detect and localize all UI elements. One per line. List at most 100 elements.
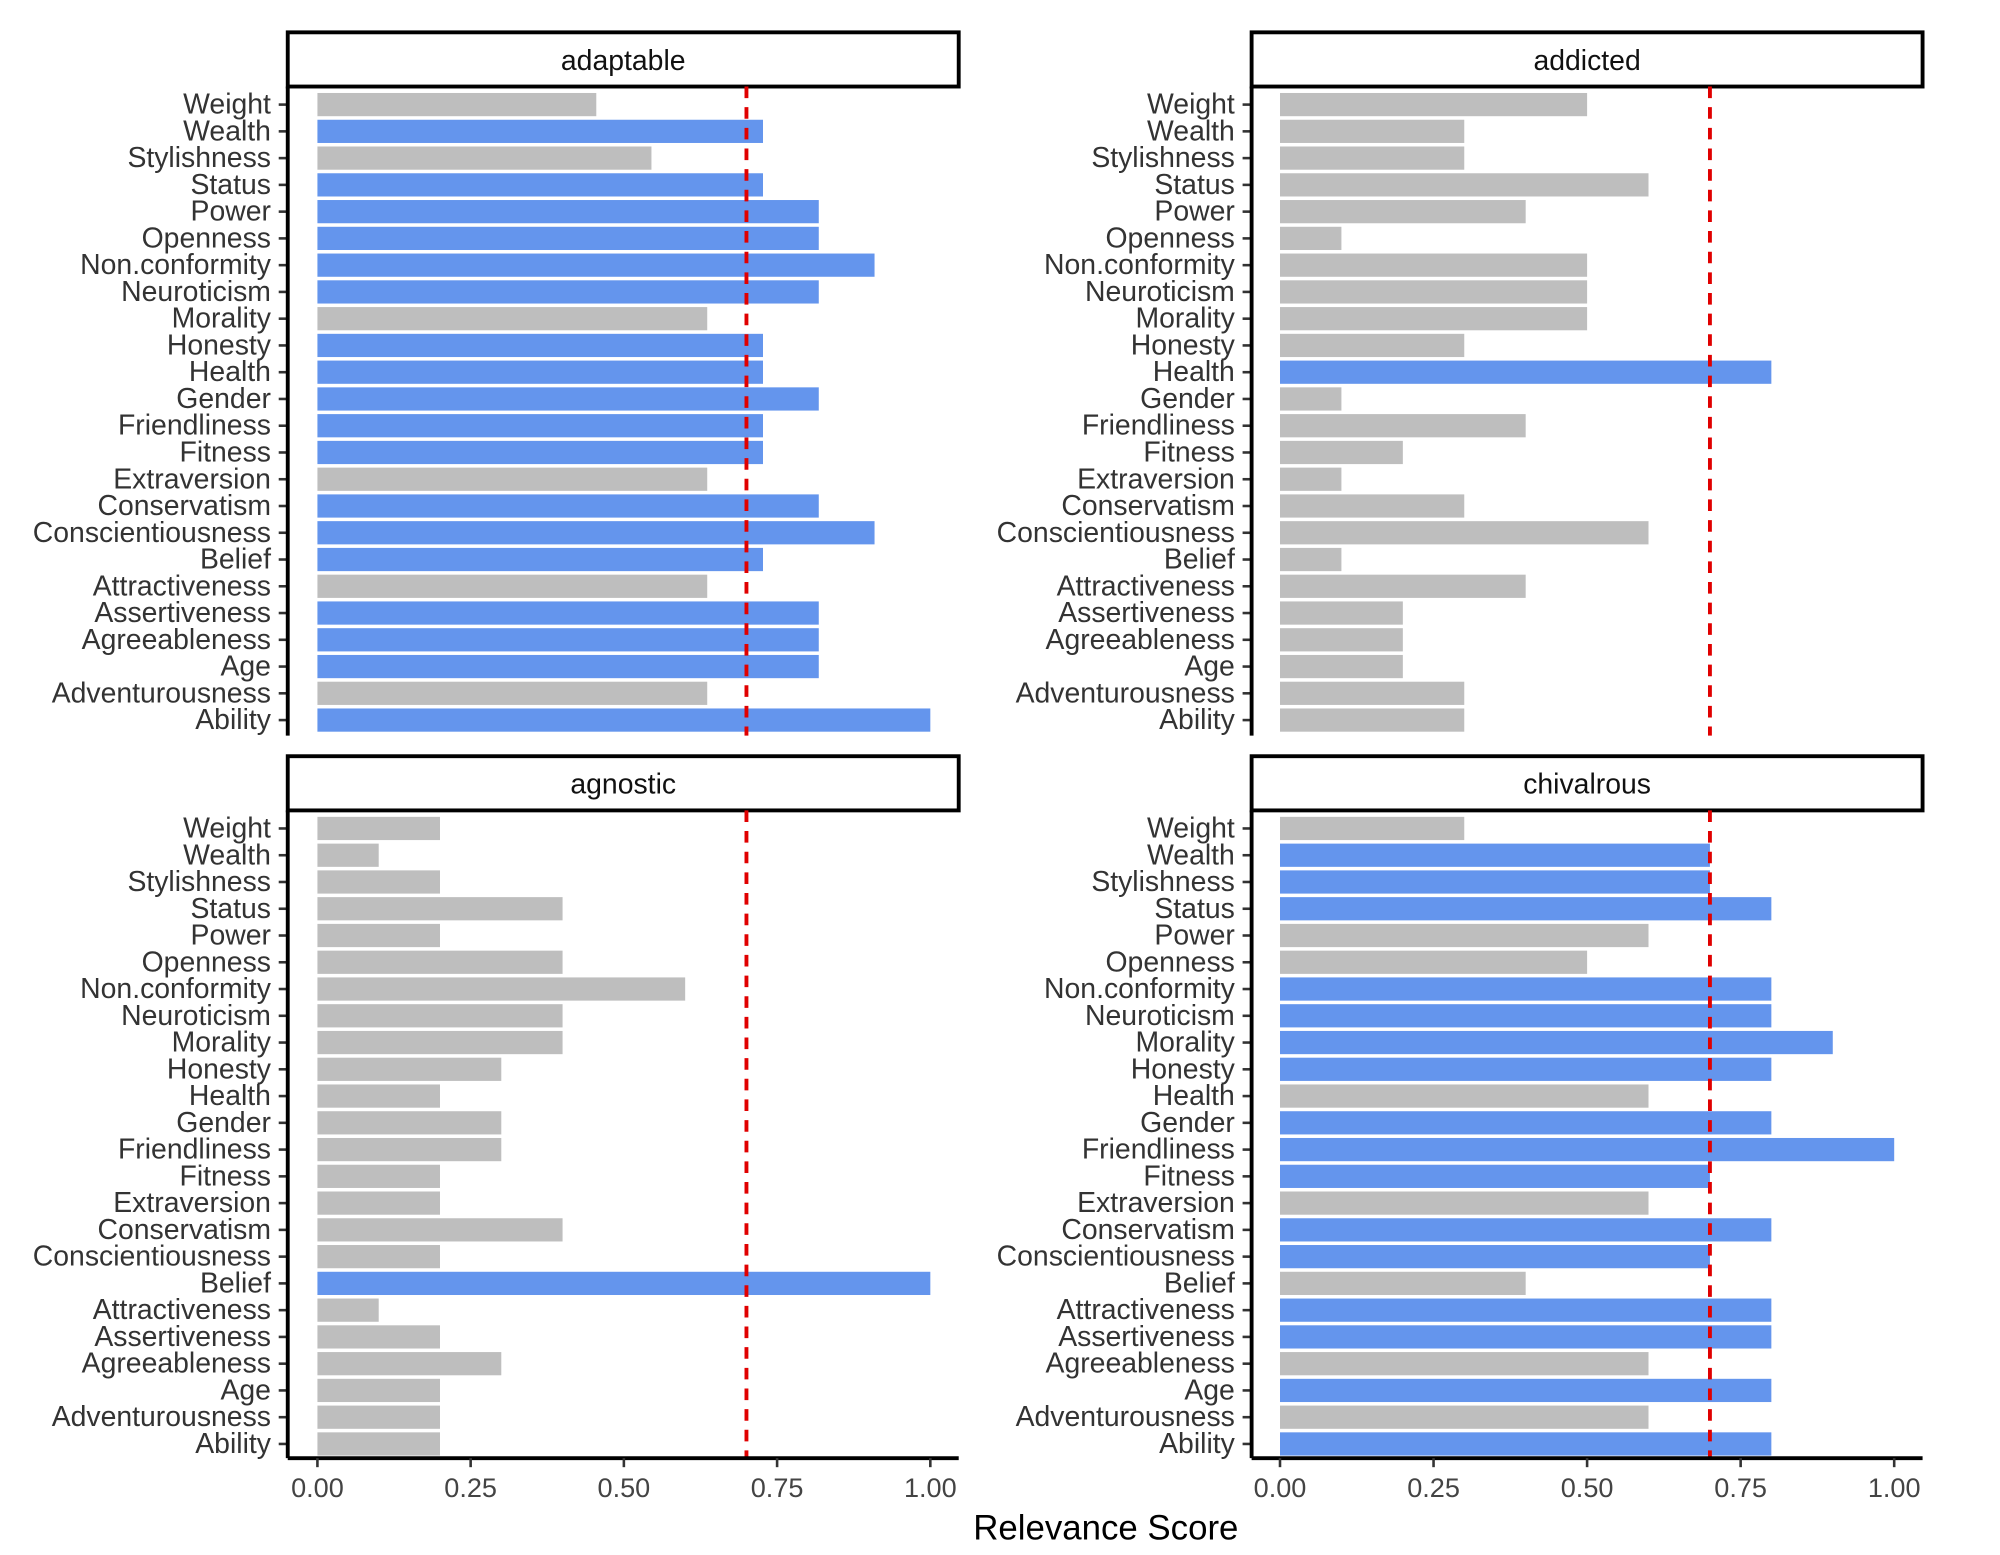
y-tick-label: Gender [1140, 383, 1235, 415]
bar-ability [1280, 708, 1465, 732]
bar-stylishness [1280, 146, 1465, 170]
bar-honesty [1280, 333, 1465, 358]
y-tick-label: Stylishness [127, 866, 271, 898]
bar-weight [1280, 92, 1588, 117]
x-tick-label: 0.75 [751, 1472, 804, 1503]
y-tick-label: Fitness [1143, 437, 1234, 469]
strip-box [1249, 754, 1925, 813]
bar-extraversion [1280, 1191, 1649, 1215]
bar-morality [317, 307, 708, 331]
y-tick-label: Belief [200, 544, 271, 576]
y-tick-label: Conservatism [98, 490, 271, 522]
y-tick-label: Morality [1136, 303, 1236, 335]
bar-wealth [1280, 843, 1710, 867]
y-tick-label: Ability [1159, 704, 1236, 736]
bar-morality [317, 1030, 563, 1055]
bar-power [1280, 923, 1649, 948]
y-tick-label: Assertiveness [1058, 1321, 1235, 1353]
y-tick-label: Morality [172, 303, 272, 335]
y-tick-label: Neuroticism [121, 1000, 271, 1032]
panel-agnostic: agnostic WeightWealthStylishnessStatusPow… [33, 754, 961, 1503]
y-tick-label: Openness [142, 946, 271, 978]
y-tick-label: Attractiveness [1057, 1294, 1235, 1326]
bar-gender [317, 1111, 502, 1135]
y-tick-label: Assertiveness [1058, 597, 1235, 629]
panel-title: agnostic [570, 769, 676, 801]
y-tick-label: Conscientiousness [997, 1241, 1235, 1273]
bar-openness [1280, 950, 1588, 974]
bar-honesty [317, 333, 763, 358]
y-tick-label: Age [1184, 651, 1235, 683]
bar-stylishness [317, 870, 440, 894]
bar-non.conformity [317, 253, 875, 277]
bar-agreeableness [317, 628, 819, 652]
bar-power [317, 923, 440, 948]
bar-health [1280, 360, 1772, 384]
bar-agreeableness [317, 1352, 502, 1376]
bar-status [1280, 173, 1649, 197]
y-tick-label: Honesty [167, 329, 272, 361]
bar-fitness [317, 1164, 440, 1188]
bar-attractiveness [1280, 574, 1526, 598]
y-tick-label: Morality [172, 1027, 272, 1059]
y-tick-label: Wealth [183, 115, 271, 147]
bar-conservatism [1280, 494, 1465, 518]
bar-friendliness [317, 414, 763, 438]
bar-belief [317, 1271, 931, 1296]
y-tick-label: Honesty [1131, 329, 1236, 361]
y-tick-label: Status [191, 893, 271, 925]
bar-health [1280, 1084, 1649, 1108]
y-tick-label: Adventurousness [52, 1401, 271, 1433]
bar-ability [1280, 1432, 1772, 1456]
x-tick-label: 0.50 [1561, 1472, 1614, 1503]
y-tick-label: Health [1153, 1080, 1235, 1112]
x-tick-label: 0.25 [444, 1472, 497, 1503]
y-tick-label: Openness [1105, 946, 1234, 978]
bar-belief [1280, 1271, 1526, 1296]
y-tick-label: Ability [195, 704, 272, 736]
y-tick-label: Ability [195, 1428, 272, 1460]
y-tick-label: Agreeableness [82, 624, 271, 656]
bar-belief [317, 547, 763, 572]
bar-conscientiousness [317, 1245, 440, 1269]
y-tick-label: Weight [183, 89, 271, 121]
y-tick-label: Status [1154, 169, 1234, 201]
y-tick-label: Status [1154, 893, 1234, 925]
y-tick-label: Gender [1140, 1107, 1235, 1139]
y-tick-label: Non.conformity [1044, 249, 1236, 281]
y-tick-label: Fitness [179, 1160, 270, 1192]
y-tick-label: Weight [183, 813, 271, 845]
y-tick-label: Adventurousness [1016, 677, 1235, 709]
bar-age [317, 1378, 440, 1403]
y-tick-label: Neuroticism [1085, 276, 1235, 308]
bar-health [317, 1084, 440, 1108]
bar-non.conformity [1280, 977, 1772, 1001]
x-tick-label: 0.25 [1407, 1472, 1460, 1503]
bar-adventurousness [317, 1405, 440, 1429]
y-tick-label: Weight [1147, 89, 1235, 121]
y-tick-label: Status [191, 169, 271, 201]
bar-weight [317, 816, 440, 841]
bar-assertiveness [1280, 601, 1403, 625]
bar-openness [317, 950, 563, 974]
y-tick-label: Extraversion [1077, 463, 1235, 495]
bar-agreeableness [1280, 1352, 1649, 1376]
strip-box [285, 30, 961, 89]
bar-ability [317, 708, 931, 732]
bar-status [317, 897, 563, 921]
y-tick-label: Power [1154, 920, 1234, 952]
y-tick-label: Power [191, 196, 271, 228]
bar-conservatism [317, 494, 819, 518]
bar-friendliness [1280, 1137, 1895, 1162]
bar-friendliness [1280, 414, 1526, 438]
y-tick-label: Extraversion [113, 463, 271, 495]
y-tick-label: Extraversion [1077, 1187, 1235, 1219]
y-tick-label: Fitness [1143, 1160, 1234, 1192]
y-tick-label: Conscientiousness [997, 517, 1235, 549]
y-tick-label: Age [220, 1374, 271, 1406]
bar-assertiveness [317, 1325, 440, 1349]
bar-power [1280, 200, 1526, 224]
panel-chivalrous: chivalrous WeightWealthStylishnessStatusP… [997, 754, 1925, 1503]
bar-gender [1280, 1111, 1772, 1135]
